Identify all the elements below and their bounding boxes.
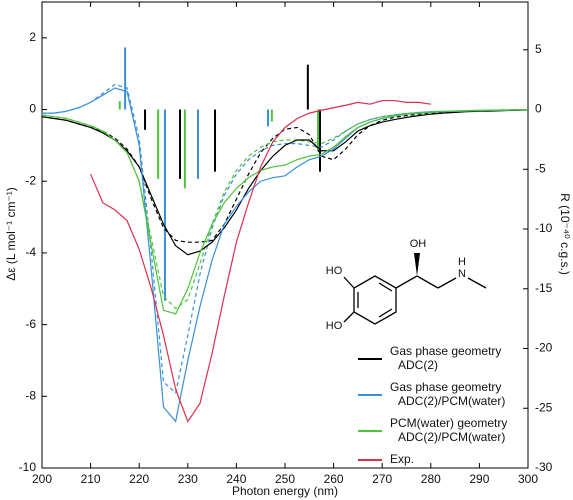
line (90, 99, 431, 423)
y-tick-label: -10 (19, 460, 37, 474)
x-tick-label: 300 (518, 472, 538, 486)
y-axis-label: Δε (L mol⁻¹ cm⁻¹) (4, 187, 18, 281)
legend-label-line: PCM(water) geometry (390, 416, 507, 430)
legend-label-line: ADC(2)/PCM(water) (398, 394, 505, 408)
line (42, 87, 529, 423)
y-tick-label: -6 (25, 317, 36, 331)
legend-label: Exp. (390, 452, 414, 466)
wedge-bond (414, 253, 420, 276)
bond (467, 277, 487, 289)
y2-tick-label: -10 (535, 221, 553, 235)
line (41, 109, 529, 256)
y2-tick-label: -30 (535, 460, 553, 474)
y2-tick-label: -5 (535, 161, 546, 175)
atom-label: N (458, 268, 466, 280)
line (41, 108, 529, 315)
atom-label: H (458, 256, 466, 268)
x-axis-label: Photon energy (nm) (232, 484, 338, 498)
y2-tick-label: 5 (535, 42, 542, 56)
x-tick-label: 290 (469, 472, 489, 486)
x-tick-label: 210 (81, 472, 101, 486)
x-tick-label: 280 (421, 472, 441, 486)
legend-label-line: Gas phase geometry (390, 380, 501, 394)
y2-tick-label: -15 (535, 281, 553, 295)
bond (343, 276, 355, 289)
double-bond (378, 282, 393, 292)
bond (437, 277, 457, 289)
legend: Gas phase geometry ADC(2)Gas phase geomet… (358, 344, 507, 466)
legend-label: PCM(water) geometry ADC(2)/PCM(water) (390, 416, 507, 444)
atom-label: HO (326, 320, 343, 332)
bond (395, 275, 418, 289)
x-tick-label: 230 (178, 472, 198, 486)
y2-tick-label: 0 (535, 102, 542, 116)
legend-label-line: Exp. (390, 452, 414, 466)
y-tick-label: 0 (29, 102, 36, 116)
x-tick-label: 200 (32, 472, 52, 486)
double-bond (378, 308, 393, 318)
x-tick-label: 260 (324, 472, 344, 486)
atom-label: HO (326, 265, 343, 277)
y2-axis-label: R (10⁻⁴⁰ c.g.s.) (558, 193, 572, 275)
molecule: HO HO OH H N (326, 238, 487, 332)
x-tick-label: 240 (226, 472, 246, 486)
legend-label-line: ADC(2)/PCM(water) (398, 430, 505, 444)
atom-label: OH (410, 238, 427, 250)
y-tick-label: -8 (25, 388, 36, 402)
y-tick-label: 2 (29, 30, 36, 44)
x-tick-label: 220 (129, 472, 149, 486)
legend-label-line: ADC(2) (398, 358, 438, 372)
y2-tick-label: -20 (535, 341, 553, 355)
x-tick-label: 270 (372, 472, 392, 486)
legend-label: Gas phase geometry ADC(2) (390, 344, 501, 372)
legend-label: Gas phase geometry ADC(2)/PCM(water) (390, 380, 505, 408)
y2-tick-label: -25 (535, 400, 553, 414)
y-tick-label: -2 (25, 173, 36, 187)
benzene-ring (353, 275, 397, 325)
bond (416, 275, 439, 289)
bond (343, 311, 355, 323)
y-tick-label: -4 (25, 245, 36, 259)
legend-label-line: Gas phase geometry (390, 344, 501, 358)
x-tick-label: 250 (275, 472, 295, 486)
